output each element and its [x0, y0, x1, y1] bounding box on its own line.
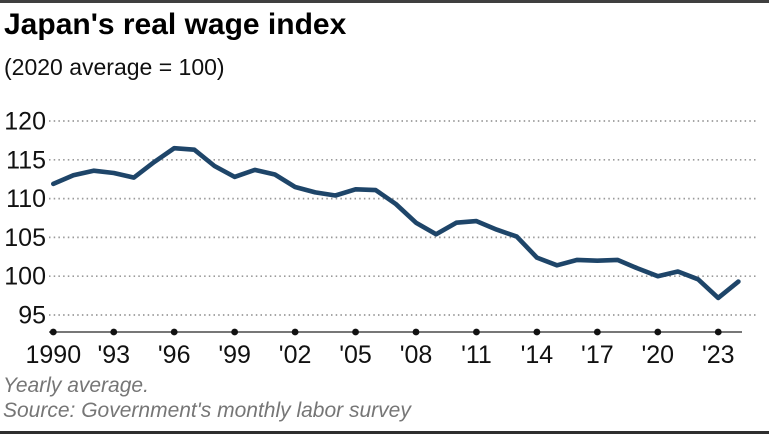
x-tick-label: '08 — [400, 341, 433, 369]
x-tick-dot — [412, 328, 420, 336]
y-tick-label: 105 — [4, 224, 46, 252]
x-tick-dot — [352, 328, 359, 336]
x-tick-label: '99 — [218, 341, 251, 369]
y-tick-label: 110 — [6, 185, 46, 213]
x-tick-dot — [291, 328, 299, 336]
y-tick-label: 95 — [18, 302, 46, 330]
x-tick-dot — [654, 328, 662, 336]
x-tick-dot — [714, 328, 722, 336]
x-tick-label: '17 — [581, 341, 614, 369]
x-tick-label: '20 — [642, 341, 675, 369]
x-tick-label: '02 — [279, 341, 312, 369]
y-tick-label: 120 — [4, 108, 46, 136]
x-tick-dot — [533, 328, 541, 336]
x-tick-label: 1990 — [25, 341, 81, 369]
x-tick-label: '96 — [158, 341, 191, 369]
source-credit: Source: Government's monthly labor surve… — [3, 399, 411, 422]
x-tick-label: '23 — [702, 341, 735, 369]
wage-index-line — [50, 145, 741, 301]
x-tick-dot — [110, 328, 118, 336]
x-tick-dot — [170, 328, 178, 336]
page-title: Japan's real wage index — [4, 8, 347, 41]
top-rule — [0, 0, 769, 3]
x-tick-dot — [593, 328, 601, 336]
x-tick-dot — [231, 328, 239, 336]
x-tick-dot — [473, 328, 480, 336]
x-tick-dot — [49, 328, 57, 336]
footnote: Yearly average. — [3, 374, 149, 397]
bottom-rule — [0, 431, 769, 434]
chart-subtitle: (2020 average = 100) — [4, 54, 225, 80]
y-tick-label: 100 — [4, 263, 46, 291]
x-tick-label: '05 — [339, 341, 372, 369]
x-tick-label: '14 — [521, 341, 554, 369]
x-tick-label: '93 — [97, 341, 130, 369]
wage-line-chart: 95 100 105 110 115 120 1990 '93 '96 '99 '02 '05 '08 '… — [4, 108, 757, 369]
x-tick-label: '11 — [461, 341, 492, 369]
y-tick-label: 115 — [6, 146, 46, 174]
